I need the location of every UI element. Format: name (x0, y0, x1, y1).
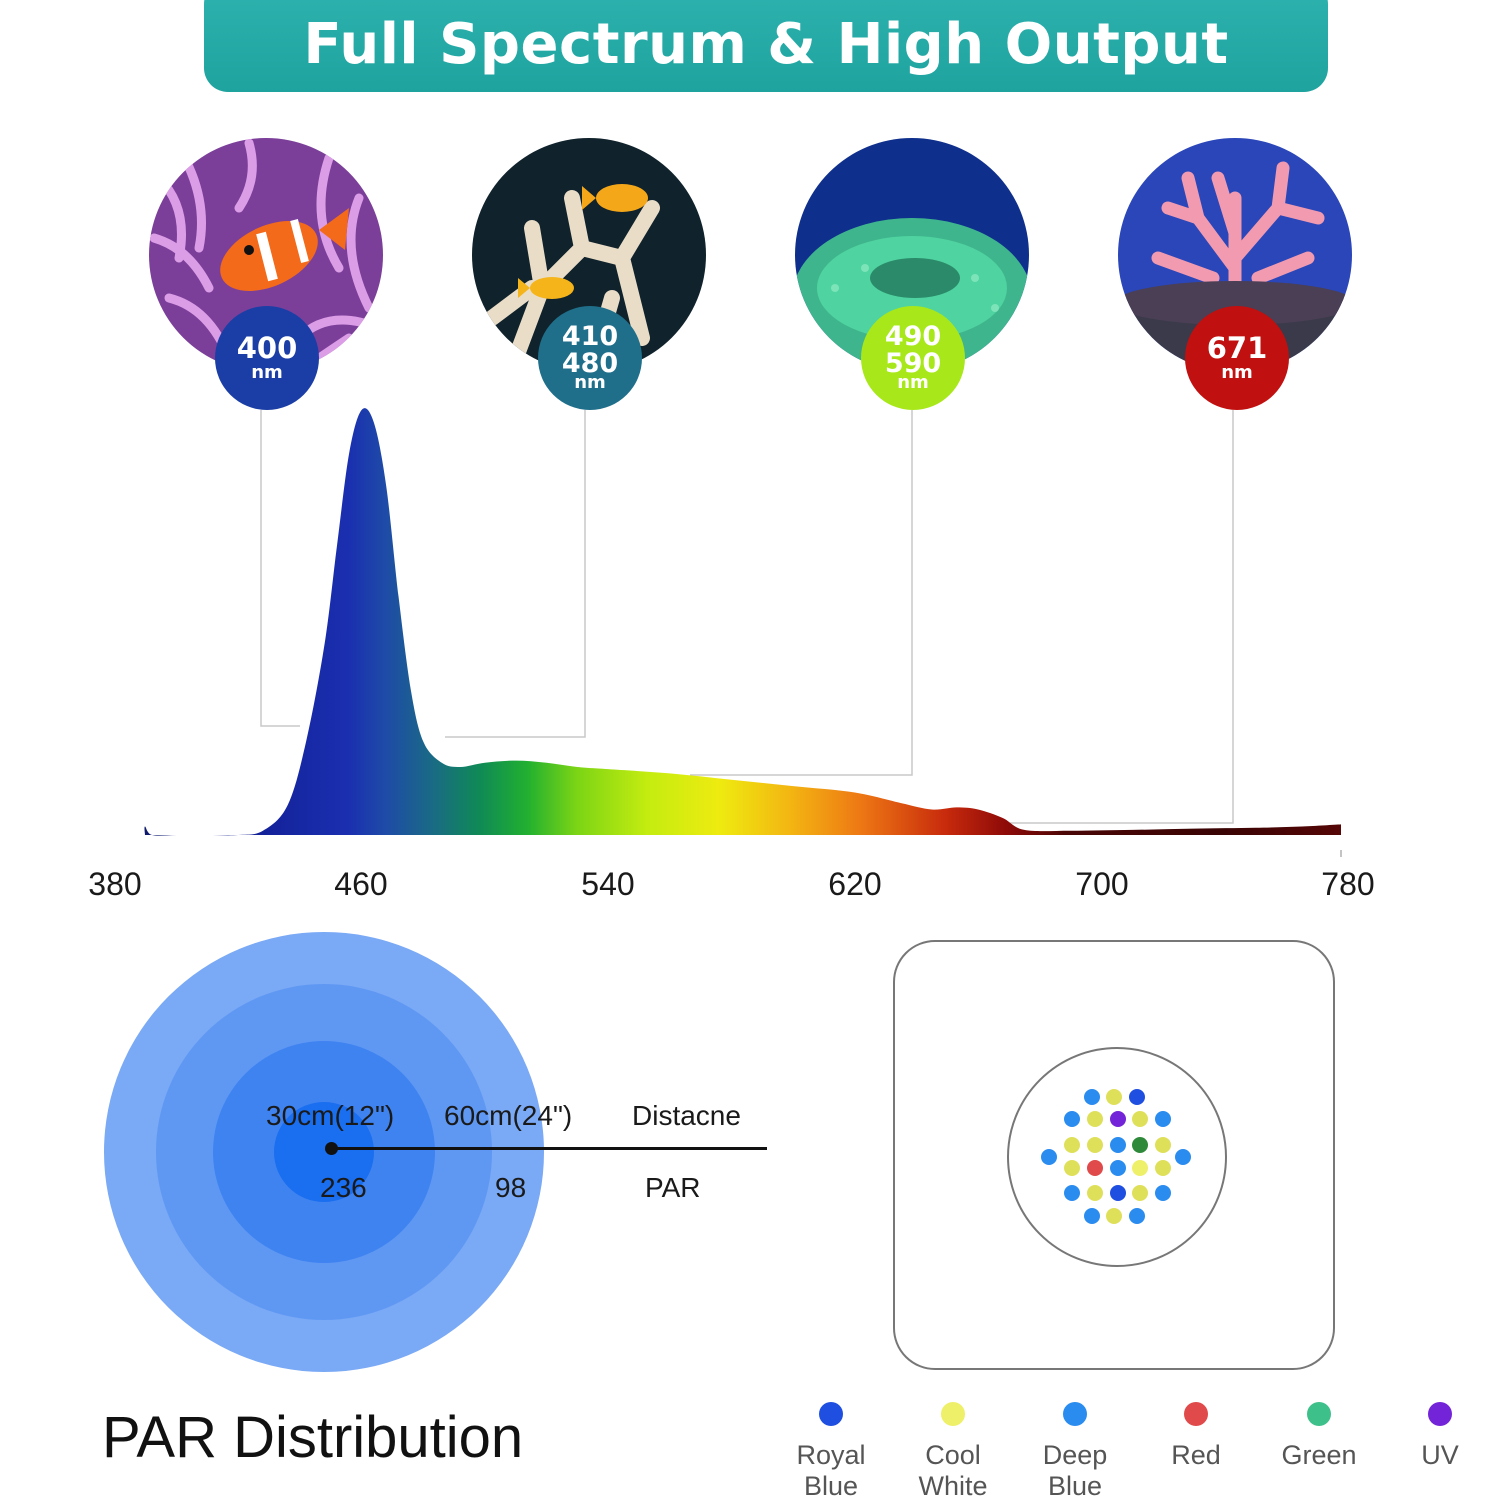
par-label: PAR (645, 1172, 701, 1203)
led-dot (1110, 1160, 1126, 1176)
x-tick-label: 460 (334, 866, 388, 902)
badge-unit: nm (1221, 362, 1253, 383)
led-dot (1155, 1185, 1171, 1201)
led-dot (1084, 1089, 1100, 1105)
led-dot (1132, 1185, 1148, 1201)
legend-label: Cool White (918, 1440, 988, 1502)
x-tick-label: 620 (828, 866, 882, 902)
par-axis-line (331, 1147, 767, 1150)
wavelength-badge-490-590: 490 590 nm (861, 306, 965, 410)
led-dot (1106, 1089, 1122, 1105)
led-dot (1041, 1149, 1057, 1165)
legend-item-cool-white: Cool White (883, 1402, 1023, 1502)
legend-color-dot (1184, 1402, 1208, 1426)
callout-connector-410 (445, 410, 586, 738)
title-banner (204, 0, 1328, 92)
legend-label: Red (1171, 1440, 1221, 1470)
par-rings (104, 932, 544, 1372)
led-dot (1110, 1185, 1126, 1201)
led-dot (1132, 1111, 1148, 1127)
led-dot (1155, 1160, 1171, 1176)
legend-color-dot (1428, 1402, 1452, 1426)
callout-connector-671 (1010, 410, 1234, 824)
legend-item-uv: UV (1370, 1402, 1500, 1471)
led-array-circle (1007, 1047, 1227, 1267)
distance-label: Distacne (632, 1100, 741, 1131)
led-dot (1132, 1137, 1148, 1153)
x-tick-label: 700 (1075, 866, 1129, 902)
distance-30cm: 30cm(12") (266, 1100, 395, 1131)
legend-color-dot (1063, 1402, 1087, 1426)
badge-unit: nm (574, 371, 606, 393)
badge-wavelength: 490 (884, 321, 942, 353)
led-dot (1106, 1208, 1122, 1224)
led-dot (1175, 1149, 1191, 1165)
led-dot (1155, 1111, 1171, 1127)
led-dot (1155, 1137, 1171, 1153)
badge-wavelength: 410 (561, 321, 619, 353)
wavelength-badge-671: 671 nm (1185, 306, 1289, 410)
led-dot (1110, 1111, 1126, 1127)
legend-item-deep-blue: Deep Blue (1005, 1402, 1145, 1502)
legend-label: Green (1281, 1440, 1357, 1470)
led-dot (1129, 1089, 1145, 1105)
led-dot (1064, 1185, 1080, 1201)
wavelength-badge-410-480: 410 480 nm (538, 306, 642, 410)
spectrum-area (144, 408, 1342, 836)
badge-wavelength: 590 (884, 347, 942, 379)
badge-wavelength: 480 (561, 347, 619, 379)
distance-60cm: 60cm(24") (444, 1100, 573, 1131)
led-dot (1132, 1160, 1148, 1176)
legend-label: Royal Blue (796, 1440, 866, 1502)
badge-unit: nm (897, 371, 929, 393)
led-dot (1087, 1160, 1103, 1176)
par-value-60cm: 98 (495, 1172, 527, 1203)
wavelength-badge-400: 400 nm (215, 306, 319, 410)
led-dot (1129, 1208, 1145, 1224)
legend-label: Deep Blue (1042, 1440, 1108, 1502)
x-tick-label: 380 (88, 866, 142, 902)
badge-wavelength: 671 (1206, 331, 1268, 365)
par-origin-dot (325, 1142, 338, 1155)
x-tick-label: 780 (1321, 866, 1375, 902)
green-coral-photo (795, 138, 1029, 372)
legend-item-royal-blue: Royal Blue (761, 1402, 901, 1502)
x-tick-label: 540 (581, 866, 635, 902)
led-dot (1064, 1160, 1080, 1176)
badge-wavelength: 400 (236, 331, 298, 365)
led-dot (1084, 1208, 1100, 1224)
led-dot (1087, 1111, 1103, 1127)
callout-connector-400 (260, 410, 300, 727)
par-distribution-title: PAR Distribution (102, 1405, 524, 1470)
spectrum-chart (144, 408, 1342, 857)
led-dot (1110, 1137, 1126, 1153)
led-dot (1064, 1137, 1080, 1153)
led-dot (1087, 1185, 1103, 1201)
par-value-30cm: 236 (320, 1172, 367, 1203)
led-dot (1064, 1111, 1080, 1127)
legend-color-dot (941, 1402, 965, 1426)
legend-color-dot (1307, 1402, 1331, 1426)
legend-label: UV (1421, 1440, 1459, 1470)
banner-title: Full Spectrum & High Output (303, 12, 1229, 77)
led-dot (1087, 1137, 1103, 1153)
legend-color-dot (819, 1402, 843, 1426)
badge-unit: nm (251, 362, 283, 383)
callout-connector-490 (690, 410, 913, 776)
legend-item-green: Green (1249, 1402, 1389, 1471)
legend-item-red: Red (1126, 1402, 1266, 1471)
